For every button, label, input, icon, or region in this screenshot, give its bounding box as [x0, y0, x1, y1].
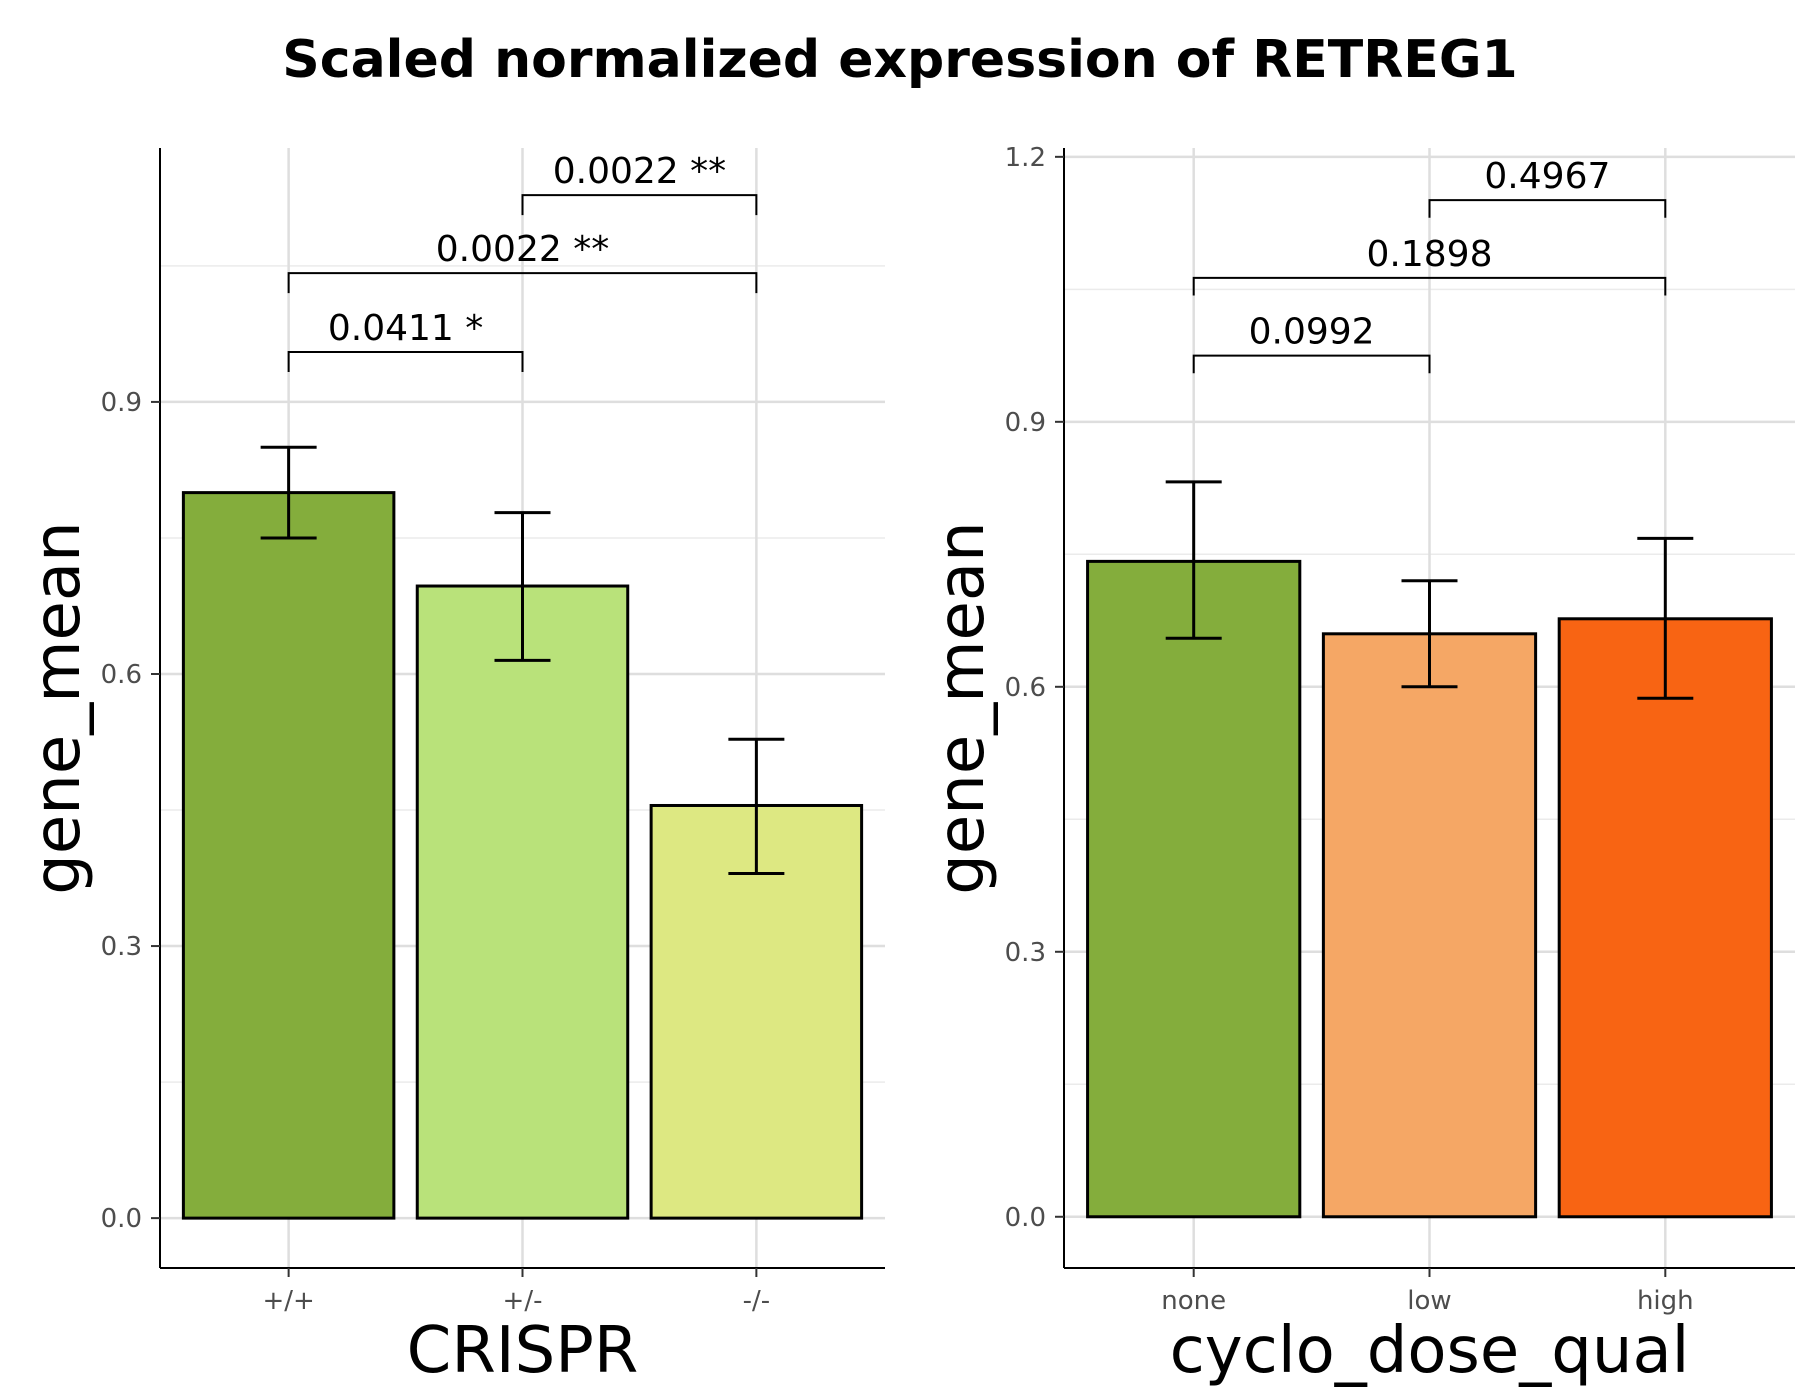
x-axis-title: cyclo_dose_qual [1170, 1314, 1690, 1388]
p-value-label: 0.0411 * [328, 308, 483, 349]
y-tick-label: 0.6 [1005, 673, 1046, 703]
y-tick-label: 1.2 [1005, 143, 1046, 173]
x-tick-label: -/- [743, 1286, 771, 1316]
p-value-label: 0.1898 [1367, 234, 1493, 275]
y-tick-label: 0.9 [1005, 408, 1046, 438]
bar-1 [1086, 559, 1302, 1219]
y-tick-label: 0.3 [1005, 938, 1046, 968]
x-tick-label: high [1637, 1286, 1694, 1316]
panel-2: 0.0992 0.1898 0.4967 0.0 0.3 0.6 0.9 1.2 none low… [925, 143, 1795, 1388]
y-tick-label: 0.0 [1005, 1203, 1046, 1233]
y-tick-label: 0.3 [101, 932, 142, 962]
bar-3 [1557, 617, 1773, 1219]
comparison-bracket-3 [521, 194, 758, 216]
x-tick-label: +/- [503, 1286, 543, 1316]
bar-2 [415, 584, 630, 1220]
comparison-bracket-2 [287, 272, 758, 294]
y-tick-label: 0.0 [101, 1204, 142, 1234]
x-axis-title: CRISPR [407, 1314, 639, 1388]
bar-1 [181, 491, 396, 1220]
x-tick-label: low [1407, 1286, 1451, 1316]
x-tick-label: none [1161, 1286, 1226, 1316]
y-tick-label: 0.9 [101, 388, 142, 418]
p-value-label: 0.4967 [1484, 156, 1610, 197]
comparison-bracket-3 [1428, 199, 1667, 218]
x-tick-label: +/+ [262, 1286, 314, 1316]
p-value-label: 0.0992 [1249, 312, 1375, 353]
y-axis-title: gene_mean [21, 521, 95, 894]
comparison-bracket-1 [1192, 354, 1431, 374]
chart-title: Scaled normalized expression of RETREG1 [282, 30, 1518, 90]
comparison-bracket-1 [287, 351, 524, 372]
comparison-bracket-2 [1192, 276, 1667, 296]
p-value-label: 0.0022 ** [436, 229, 609, 270]
y-tick-label: 0.6 [101, 660, 142, 690]
p-value-label: 0.0022 ** [553, 151, 726, 192]
panel-1: 0.0411 * 0.0022 ** 0.0022 ** 0.0 0.3 0.6 0.9 +/… [21, 148, 885, 1388]
bar-2 [1321, 632, 1538, 1219]
y-axis-title: gene_mean [925, 521, 999, 894]
